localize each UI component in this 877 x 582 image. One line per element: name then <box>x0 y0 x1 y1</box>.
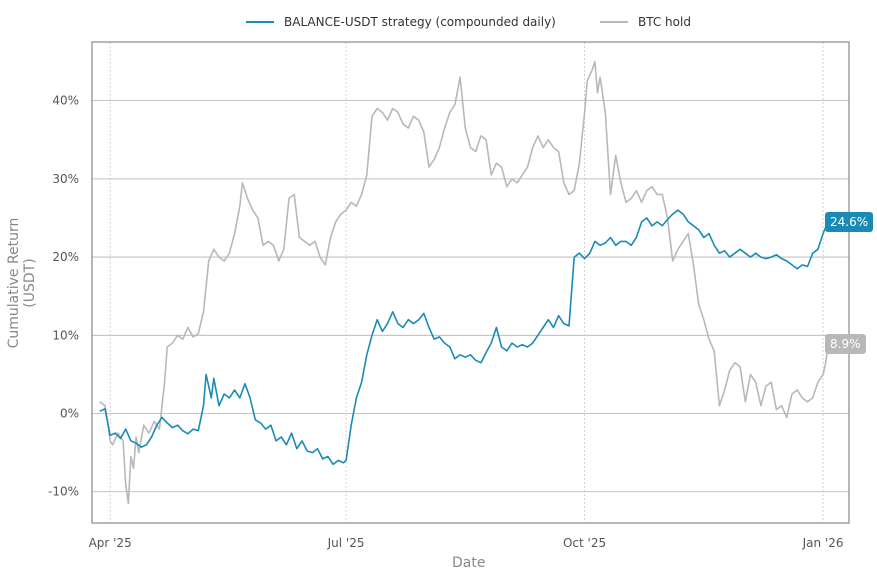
end-label-btc: 8.9% <box>825 334 866 354</box>
series-line-btc <box>99 60 830 505</box>
y-tick-label: 10% <box>52 328 79 342</box>
legend-btc-swatch <box>600 21 628 23</box>
y-tick-label: -10% <box>48 485 79 499</box>
legend-strategy-swatch <box>246 21 274 23</box>
end-label-strategy: 24.6% <box>825 212 874 232</box>
y-tick-label: 20% <box>52 250 79 264</box>
y-tick-label: 30% <box>52 172 79 186</box>
legend-btc: BTC hold <box>600 12 691 32</box>
x-tick-label: Jul '25 <box>327 536 365 550</box>
legend-strategy: BALANCE-USDT strategy (compounded daily) <box>246 12 556 32</box>
y-tick-label: 40% <box>52 94 79 108</box>
x-tick-label: Apr '25 <box>89 536 132 550</box>
y-tick-label: 0% <box>60 407 79 421</box>
legend-btc-label: BTC hold <box>638 15 691 29</box>
y-axis-title: Cumulative Return (USDT) <box>6 217 38 349</box>
legend-strategy-label: BALANCE-USDT strategy (compounded daily) <box>284 15 556 29</box>
series-line-strategy <box>99 209 830 466</box>
x-tick-label: Jan '26 <box>802 536 844 550</box>
x-tick-label: Oct '25 <box>563 536 606 550</box>
plot-frame <box>91 41 850 524</box>
x-axis-title: Date <box>452 555 486 571</box>
